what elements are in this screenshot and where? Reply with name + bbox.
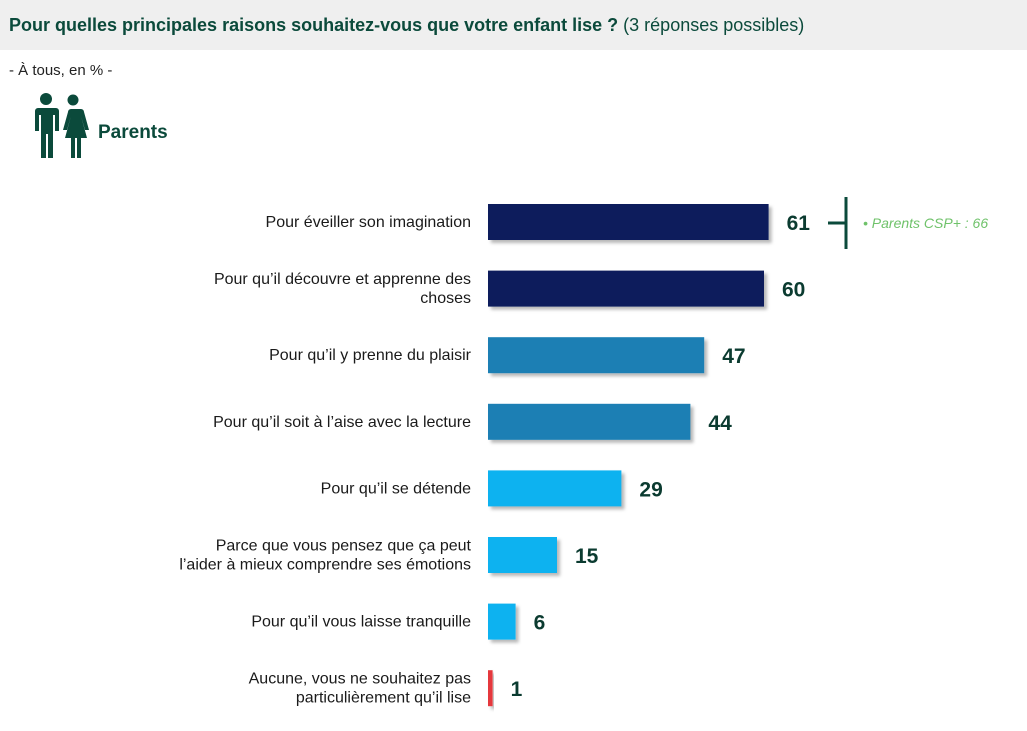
header-bar: Pour quelles principales raisons souhait… [0,0,1027,50]
value-label: 61 [787,212,811,235]
category-label: Aucune, vous ne souhaitez pas particulièr… [249,671,471,707]
question-qualifier: (3 réponses possibles) [623,15,805,35]
base-subtitle: - À tous, en % - [9,62,113,79]
category-label: Pour éveiller son imagination [266,214,471,231]
value-label: 6 [534,612,546,635]
bar [488,403,691,440]
question-title: Pour quelles principales raisons souhait… [9,15,804,36]
bar [488,204,769,240]
value-label: 29 [639,478,662,501]
value-label: 44 [708,412,732,435]
category-label: Parce que vous pensez que ça peut l’aider… [179,538,471,574]
group-label: Parents [98,122,168,143]
value-label: 15 [575,545,599,568]
bar [488,670,493,707]
category-label: Pour qu’il vous laisse tranquille [251,614,471,631]
category-label: Pour qu’il se détende [321,480,471,497]
category-label: Pour qu’il soit à l’aise avec la lecture [213,414,471,431]
question-text: Pour quelles principales raisons souhait… [9,15,619,35]
value-label: 60 [782,279,805,302]
category-label: Pour qu’il y prenne du plaisir [269,347,472,364]
bar [488,470,622,507]
bar [488,603,516,640]
value-label: 47 [722,345,745,368]
bar [488,537,557,573]
annotation-note: • Parents CSP+ : 66 [863,215,988,231]
bar [488,270,764,307]
parents-icon [35,93,89,158]
bar [488,337,705,374]
category-label: Pour qu’il découvre et apprenne des chose… [214,271,471,307]
value-label: 1 [511,678,523,701]
